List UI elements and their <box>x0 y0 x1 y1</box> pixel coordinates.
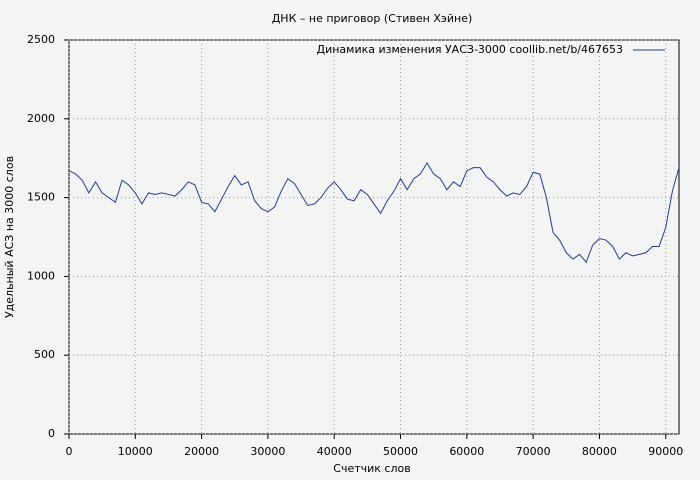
x-tick-label: 50000 <box>383 445 418 458</box>
plot-frame <box>68 39 680 435</box>
y-axis-label: Удельный АСЗ на 3000 слов <box>3 156 16 318</box>
data-line <box>68 161 680 264</box>
x-tick-label: 70000 <box>516 445 551 458</box>
x-tick-label: 80000 <box>582 445 617 458</box>
x-tick-label: 0 <box>66 445 73 458</box>
x-tick-label: 40000 <box>317 445 352 458</box>
y-tick-label: 2500 <box>27 33 55 46</box>
y-tick-label: 1500 <box>27 191 55 204</box>
x-tick-label: 60000 <box>449 445 484 458</box>
y-tick-label: 500 <box>34 348 55 361</box>
x-tick-label: 90000 <box>648 445 683 458</box>
chart-title: ДНК – не приговор (Стивен Хэйне) <box>272 12 473 25</box>
y-tick-label: 2000 <box>27 112 55 125</box>
legend-label: Динамика изменения УАСЗ-3000 coollib.net… <box>317 43 624 56</box>
x-tick-label: 30000 <box>250 445 285 458</box>
y-tick-label: 1000 <box>27 269 55 282</box>
x-axis-label: Счетчик слов <box>333 462 410 475</box>
x-tick-label: 10000 <box>118 445 153 458</box>
y-tick-label: 0 <box>48 427 55 440</box>
x-tick-label: 20000 <box>184 445 219 458</box>
